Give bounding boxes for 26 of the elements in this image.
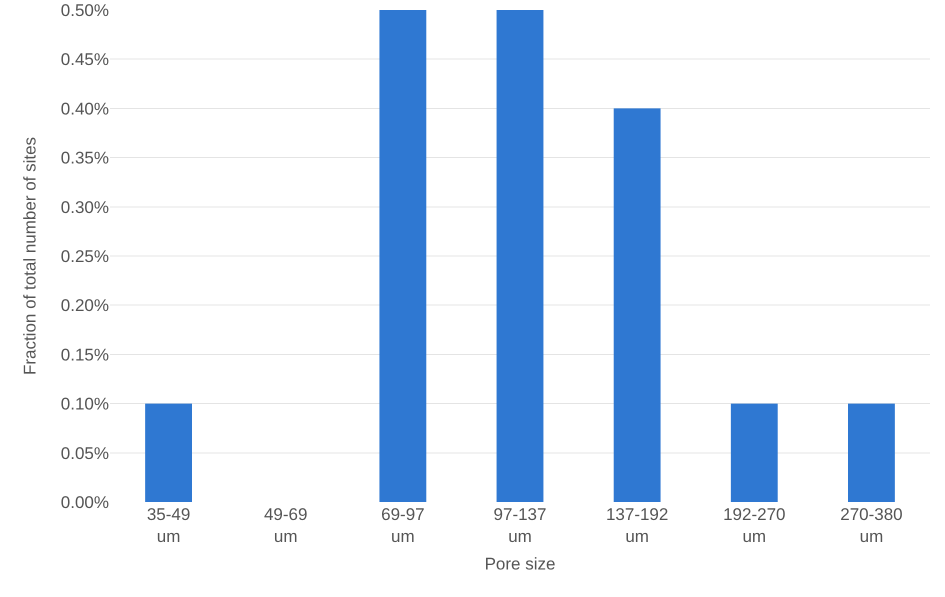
y-tick-label: 0.10% [60,394,109,414]
x-tick-label: 192-270 um [723,505,786,546]
bar [730,404,778,502]
y-tick-label: 0.40% [60,99,109,118]
bar [379,10,426,502]
x-tick-label: 49-69 um [264,505,308,546]
bar [614,108,661,502]
bar [145,404,192,502]
y-tick-label: 0.20% [60,296,109,316]
y-tick-label: 0.15% [60,345,109,364]
y-tick-label: 0.45% [60,50,109,70]
bar [496,10,544,502]
x-tick-label: 69-97 um [381,505,425,546]
y-tick-label: 0.25% [60,246,109,266]
x-axis-title: Pore size [484,554,556,574]
y-axis-title: Fraction of total number of sites [20,136,40,376]
y-tick-label: 0.50% [60,0,109,20]
y-tick-label: 0.00% [60,492,109,512]
y-tick-label: 0.35% [60,148,109,168]
y-tick-label: 0.05% [60,444,109,463]
bar [848,404,895,502]
x-tick-label: 270-380 um [840,505,903,546]
y-tick-label: 0.30% [60,198,109,217]
x-tick-label: 137-192 um [606,505,668,546]
x-tick-label: 97-137 um [494,505,546,546]
x-tick-label: 35-49 um [146,505,190,546]
